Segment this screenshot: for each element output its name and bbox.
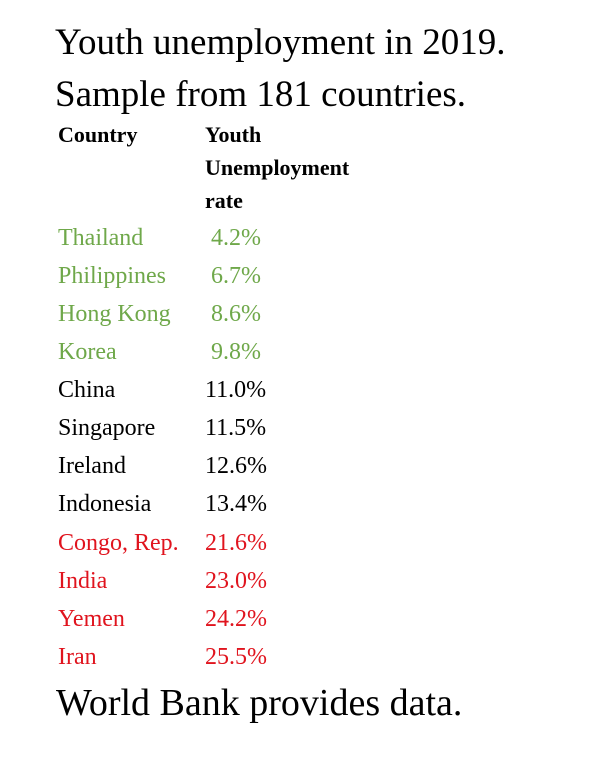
rate-cell: 8.6%	[205, 301, 261, 327]
country-cell: Philippines	[58, 263, 167, 289]
rate-cell: 11.0%	[205, 377, 267, 403]
table-row: Hong Kong 8.6%	[58, 295, 458, 333]
page-title-line-2: Sample from 181 countries.	[55, 74, 467, 115]
country-cell: Singapore	[58, 415, 156, 441]
country-cell: Congo, Rep.	[58, 530, 179, 556]
column-header-rate-line-3: rate	[205, 188, 243, 213]
country-cell: China	[58, 377, 116, 403]
table-row: Yemen 24.2%	[58, 600, 458, 638]
country-cell: Ireland	[58, 453, 126, 479]
rate-cell: 25.5%	[205, 644, 267, 670]
table-row: Indonesia 13.4%	[58, 485, 458, 523]
column-header-rate: Youth Unemployment rate	[205, 118, 405, 217]
table-row: Korea 9.8%	[58, 333, 458, 371]
table-row: Thailand 4.2%	[58, 219, 458, 257]
rate-cell: 11.5%	[205, 415, 267, 441]
column-header-rate-line-1: Youth	[205, 122, 262, 147]
table-row: India 23.0%	[58, 562, 458, 600]
country-cell: Hong Kong	[58, 301, 171, 327]
rate-cell: 9.8%	[205, 339, 261, 365]
table-row: China 11.0%	[58, 371, 458, 409]
country-cell: Yemen	[58, 606, 125, 632]
table-row: Iran 25.5%	[58, 638, 458, 676]
rate-cell: 4.2%	[205, 225, 261, 251]
column-header-rate-line-2: Unemployment	[205, 155, 350, 180]
country-cell: Thailand	[58, 225, 144, 251]
table-row: Singapore 11.5%	[58, 409, 458, 447]
table-row: Philippines 6.7%	[58, 257, 458, 295]
country-cell: Iran	[58, 644, 97, 670]
country-cell: Indonesia	[58, 491, 152, 517]
source-note: World Bank provides data.	[56, 682, 463, 724]
rate-cell: 12.6%	[205, 453, 267, 479]
table-row: Congo, Rep. 21.6%	[58, 524, 458, 562]
rate-cell: 6.7%	[205, 263, 261, 289]
column-header-country: Country	[58, 122, 138, 147]
table-row: Ireland 12.6%	[58, 447, 458, 485]
rate-cell: 21.6%	[205, 530, 267, 556]
rate-cell: 13.4%	[205, 491, 267, 517]
rate-cell: 23.0%	[205, 568, 267, 594]
page-title-line-1: Youth unemployment in 2019.	[55, 22, 506, 63]
rate-cell: 24.2%	[205, 606, 267, 632]
country-cell: India	[58, 568, 108, 594]
country-cell: Korea	[58, 339, 117, 365]
